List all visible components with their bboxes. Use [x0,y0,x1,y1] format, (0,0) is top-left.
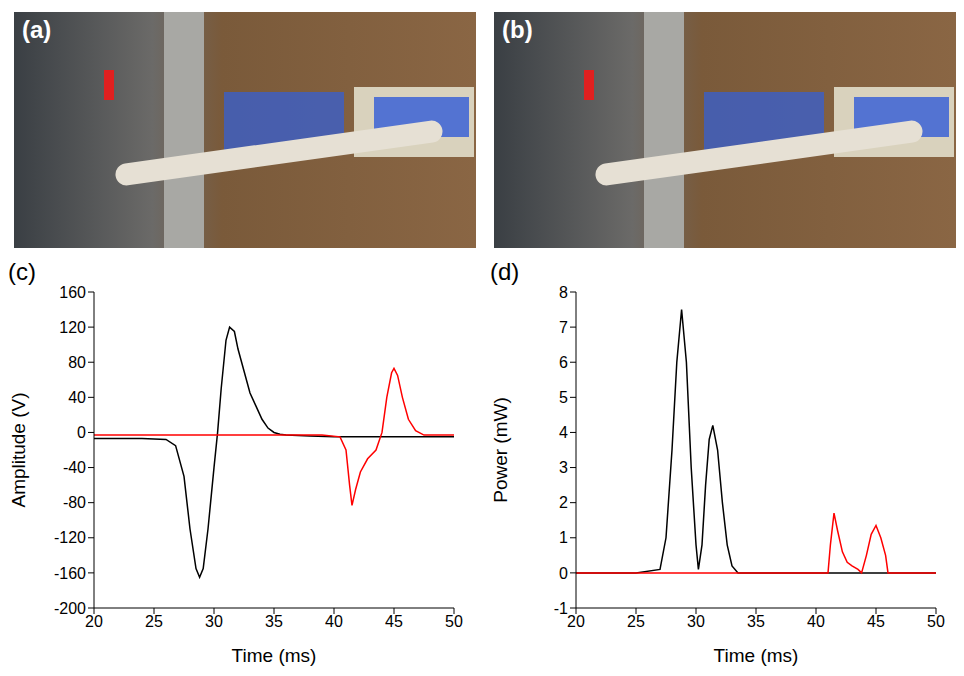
svg-text:Time (ms): Time (ms) [714,645,799,666]
svg-text:45: 45 [867,613,885,630]
svg-text:25: 25 [627,613,645,630]
svg-text:2: 2 [559,494,568,511]
svg-text:4: 4 [559,424,568,441]
html-text:(b): (b) [502,16,533,43]
svg-text:20: 20 [85,613,103,630]
svg-text:Amplitude (V): Amplitude (V) [8,392,29,507]
svg-text:1: 1 [559,529,568,546]
svg-text:0: 0 [77,424,86,441]
svg-text:120: 120 [59,319,86,336]
svg-text:40: 40 [68,389,86,406]
svg-text:3: 3 [559,459,568,476]
svg-text:35: 35 [265,613,283,630]
svg-text:5: 5 [559,389,568,406]
svg-text:-160: -160 [54,565,86,582]
svg-text:Power (mW): Power (mW) [490,397,511,503]
svg-text:80: 80 [68,354,86,371]
svg-text:-200: -200 [54,600,86,617]
svg-text:160: 160 [59,284,86,301]
svg-text:7: 7 [559,319,568,336]
svg-text:8: 8 [559,284,568,301]
svg-text:40: 40 [325,613,343,630]
html-text:(c): (c) [8,258,36,285]
svg-text:20: 20 [567,613,585,630]
svg-text:30: 30 [687,613,705,630]
svg-text:25: 25 [145,613,163,630]
html-text:(a): (a) [22,16,52,43]
svg-text:50: 50 [445,613,463,630]
svg-text:Time (ms): Time (ms) [232,645,317,666]
svg-text:30: 30 [205,613,223,630]
svg-text:-120: -120 [54,529,86,546]
svg-text:-40: -40 [63,459,86,476]
svg-text:35: 35 [747,613,765,630]
svg-text:0: 0 [559,565,568,582]
svg-text:-1: -1 [554,600,568,617]
svg-text:6: 6 [559,354,568,371]
svg-text:50: 50 [927,613,945,630]
svg-text:45: 45 [385,613,403,630]
svg-text:-80: -80 [63,494,86,511]
svg-text:40: 40 [807,613,825,630]
html-text:(d): (d) [490,258,520,285]
